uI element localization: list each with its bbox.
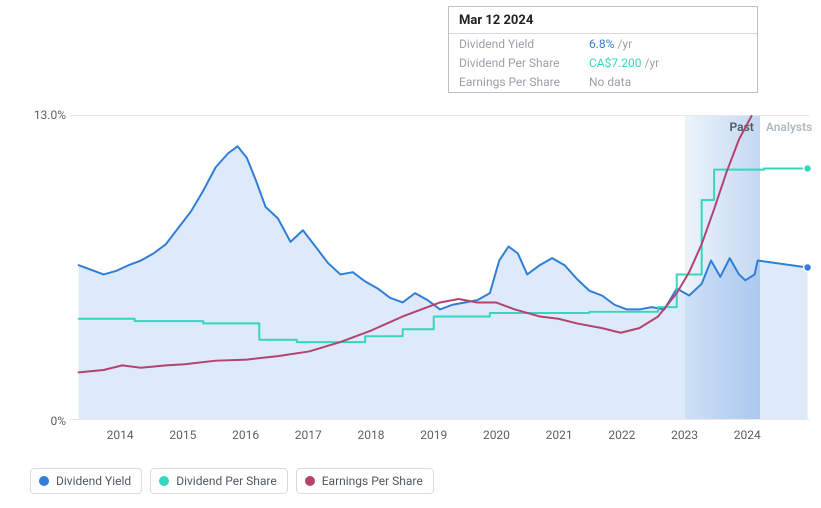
tooltip-row-unit: /yr [645, 56, 660, 70]
tooltip-date: Mar 12 2024 [449, 7, 757, 34]
legend-dot-icon [305, 476, 315, 486]
x-tick: 2024 [734, 428, 761, 442]
legend-item[interactable]: Earnings Per Share [296, 468, 434, 494]
x-tick: 2018 [358, 428, 385, 442]
legend-dot-icon [159, 476, 169, 486]
x-tick: 2014 [107, 428, 134, 442]
x-tick: 2020 [483, 428, 510, 442]
legend-label: Earnings Per Share [322, 474, 423, 488]
legend-label: Dividend Per Share [176, 474, 277, 488]
x-tick: 2016 [232, 428, 259, 442]
plot-area[interactable]: Past Analysts 20142015201620172018201920… [70, 115, 810, 420]
tooltip: Mar 12 2024 Dividend Yield6.8%/yrDividen… [448, 6, 758, 93]
tooltip-row-label: Earnings Per Share [459, 75, 589, 89]
tooltip-row-label: Dividend Yield [459, 37, 589, 51]
x-tick: 2017 [295, 428, 322, 442]
chart-svg [70, 116, 810, 419]
tooltip-row-value: No data [589, 75, 631, 89]
y-tick-max: 13.0% [26, 108, 66, 122]
tooltip-row-unit: /yr [617, 37, 632, 51]
tooltip-row: Dividend Yield6.8%/yr [449, 34, 757, 54]
legend-label: Dividend Yield [56, 474, 131, 488]
x-tick: 2023 [671, 428, 698, 442]
x-tick: 2019 [420, 428, 447, 442]
tooltip-row-value: CA$7.200 [589, 56, 642, 70]
tooltip-row: Earnings Per ShareNo data [449, 73, 757, 92]
legend: Dividend Yield Dividend Per Share Earnings… [30, 468, 434, 494]
x-tick: 2015 [169, 428, 196, 442]
y-tick-min: 0% [26, 414, 66, 428]
legend-item[interactable]: Dividend Per Share [150, 468, 288, 494]
tooltip-row: Dividend Per ShareCA$7.200/yr [449, 54, 757, 73]
legend-dot-icon [39, 476, 49, 486]
tooltip-row-label: Dividend Per Share [459, 56, 589, 70]
legend-item[interactable]: Dividend Yield [30, 468, 142, 494]
chart-container: 13.0% 0% Past Analysts 20142015201620172… [30, 0, 810, 440]
tooltip-row-value: 6.8% [589, 37, 614, 51]
x-tick: 2022 [608, 428, 635, 442]
x-tick: 2021 [546, 428, 573, 442]
